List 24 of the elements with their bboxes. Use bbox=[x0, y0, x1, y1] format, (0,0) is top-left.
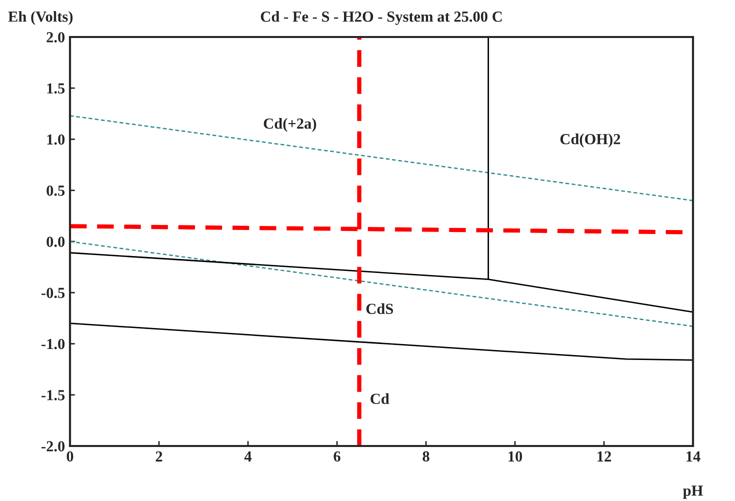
x-tick-label: 6 bbox=[334, 451, 340, 462]
y-axis-title: Eh (Volts) bbox=[8, 11, 73, 25]
y-tick-label: -1.0 bbox=[42, 338, 65, 350]
y-tick-label: 0.0 bbox=[46, 236, 65, 248]
x-axis-title: pH bbox=[683, 486, 703, 499]
x-tick-label: 12 bbox=[598, 451, 611, 462]
y-tick-label: 0.5 bbox=[46, 186, 65, 196]
x-tick-label: 8 bbox=[422, 451, 430, 462]
x-tick-label: 0 bbox=[66, 451, 74, 462]
y-tick-label: 1.0 bbox=[47, 134, 65, 145]
y-tick-label: 1.5 bbox=[47, 83, 65, 94]
y-tick-label: -0.5 bbox=[42, 288, 65, 298]
x-tick-label: 4 bbox=[244, 451, 252, 462]
x-tick-label: 14 bbox=[686, 451, 700, 462]
annotation: CdS bbox=[366, 303, 393, 314]
y-tick-label: -1.5 bbox=[42, 390, 65, 400]
x-tick-label: 10 bbox=[508, 451, 522, 462]
x-tick-label: 2 bbox=[156, 451, 162, 462]
annotation: Cd bbox=[370, 393, 390, 404]
annotation: Cd(+2a) bbox=[264, 118, 316, 132]
chart-title: Cd - Fe - S - H2O - System at 25.00 C bbox=[260, 11, 502, 25]
y-tick-label: 2.0 bbox=[46, 32, 65, 43]
annotation: Cd(OH)2 bbox=[560, 134, 620, 148]
y-tick-label: -2.0 bbox=[42, 441, 65, 452]
